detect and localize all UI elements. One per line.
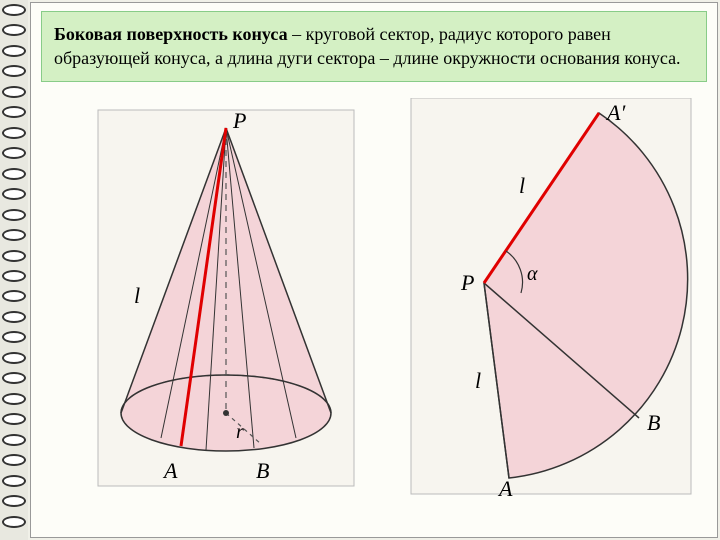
sector-label-alpha: α (527, 263, 538, 286)
cone-svg (86, 98, 366, 498)
cone-label-P: P (233, 108, 246, 134)
sector-figure: A′ l P α l B A (399, 98, 699, 498)
cone-figure: P l r A B (86, 98, 366, 498)
cone-label-l: l (134, 283, 140, 309)
cone-label-B: B (256, 458, 269, 484)
diagram-area: P l r A B A′ l P α (31, 88, 717, 508)
spiral-binding (0, 0, 28, 540)
sector-label-B: B (647, 410, 660, 436)
sector-label-P: P (461, 270, 474, 296)
cone-label-r: r (236, 421, 244, 444)
sector-label-Aprime: A′ (607, 100, 625, 126)
page: Боковая поверхность конуса – круговой се… (30, 2, 718, 538)
sector-svg (399, 98, 699, 498)
sector-label-A: A (499, 476, 512, 502)
sector-label-l-top: l (519, 173, 525, 199)
definition-header: Боковая поверхность конуса – круговой се… (41, 11, 707, 82)
cone-label-A: A (164, 458, 177, 484)
sector-label-l-bottom: l (475, 368, 481, 394)
definition-term: Боковая поверхность конуса (54, 24, 288, 44)
